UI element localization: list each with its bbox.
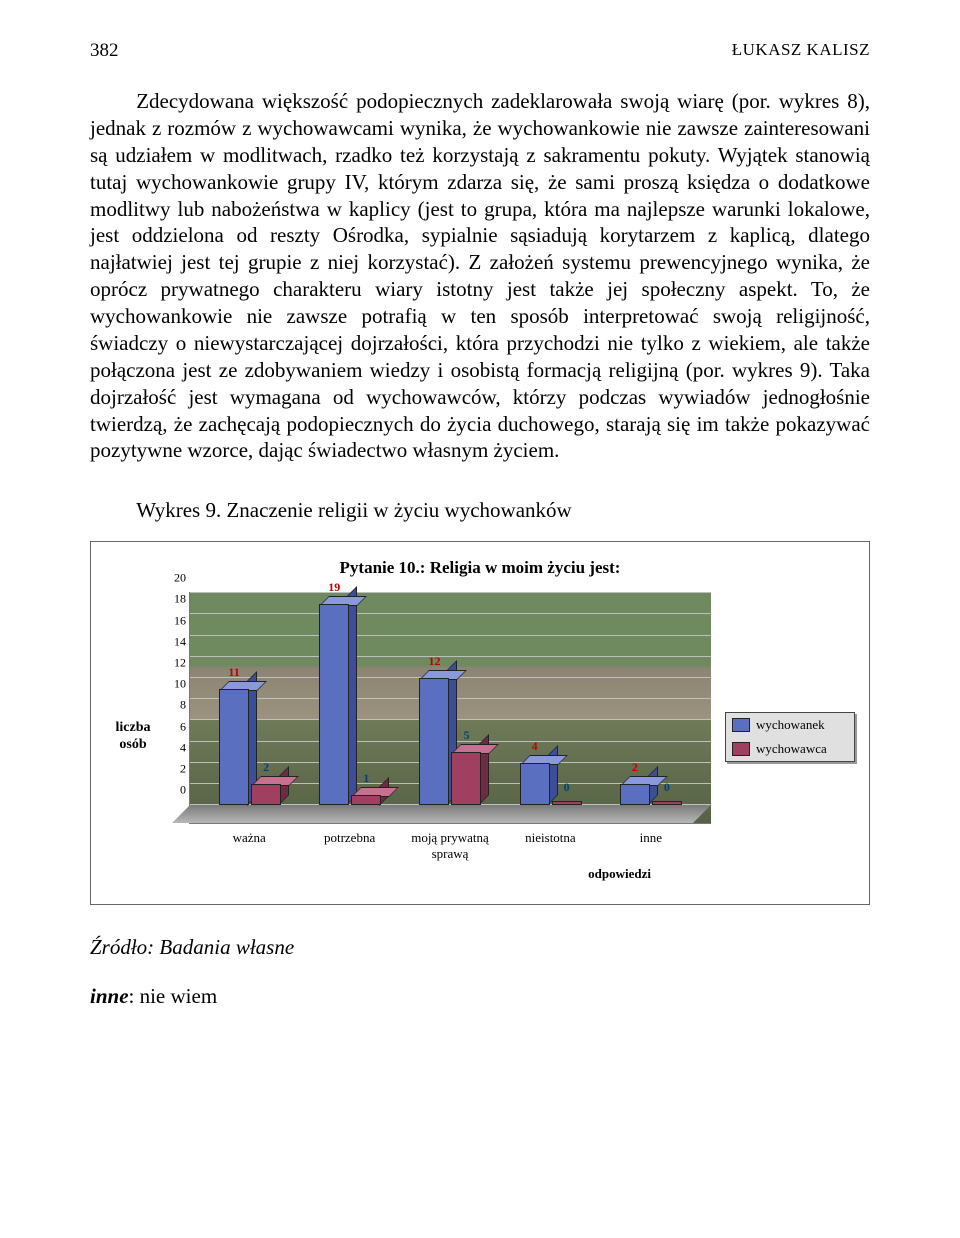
bar-group: 112 [219,689,281,806]
legend-label: wychowanek [756,717,825,733]
inne-note: inne: nie wiem [90,984,870,1009]
y-tick-label: 20 [174,571,186,586]
bar-value-label: 19 [328,580,340,595]
running-head: ŁUKASZ KALISZ [732,40,870,62]
bar: 0 [552,804,582,805]
y-tick-label: 4 [180,740,186,755]
bar-value-label: 4 [532,739,538,754]
y-tick-label: 0 [180,783,186,798]
plot-area: 02468101214161820 1121911254020 ważnapot… [161,592,711,882]
bar: 5 [451,752,481,805]
legend: wychowanek wychowawca [725,712,855,762]
bar: 0 [652,804,682,805]
y-axis-label: liczba osób [105,720,161,754]
bar-value-label: 0 [564,780,570,795]
bar-group: 20 [620,784,682,805]
bar-value-label: 12 [428,654,440,669]
legend-item: wychowanek [726,713,854,737]
legend-swatch [732,718,750,732]
bar-value-label: 5 [463,728,469,743]
x-tick-label: nieistotna [500,830,600,862]
y-tick-label: 6 [180,719,186,734]
x-tick-label: moją prywatną sprawą [400,830,500,862]
y-tick-label: 2 [180,762,186,777]
legend-label: wychowawca [756,741,827,757]
bar-group: 191 [319,604,381,805]
bar: 19 [319,604,349,805]
figure-caption: Wykres 9. Znaczenie religii w życiu wych… [90,498,870,523]
y-tick-label: 18 [174,592,186,607]
source-line: Źródło: Badania własne [90,935,870,960]
bar-value-label: 1 [363,771,369,786]
page-number: 382 [90,40,119,62]
bar-value-label: 11 [228,665,239,680]
y-tick-label: 14 [174,634,186,649]
chart-frame: Pytanie 10.: Religia w moim życiu jest: … [90,541,870,905]
bar: 12 [419,678,449,805]
legend-item: wychowawca [726,737,854,761]
legend-swatch [732,742,750,756]
bar-value-label: 2 [632,760,638,775]
chart-title: Pytanie 10.: Religia w moim życiu jest: [105,558,855,578]
bar: 2 [251,784,281,805]
y-tick-label: 10 [174,677,186,692]
x-axis-title: odpowiedzi [161,866,651,882]
bar-group: 40 [520,763,582,805]
body-paragraph: Zdecydowana większość podopiecznych zade… [90,88,870,464]
x-tick-label: potrzebna [299,830,399,862]
bar: 2 [620,784,650,805]
y-tick-label: 16 [174,613,186,628]
y-tick-label: 8 [180,698,186,713]
bar: 1 [351,795,381,806]
bar: 11 [219,689,249,806]
x-tick-label: ważna [199,830,299,862]
bar-value-label: 0 [664,780,670,795]
bar-group: 125 [419,678,481,805]
x-tick-label: inne [601,830,701,862]
y-tick-label: 12 [174,656,186,671]
bar-value-label: 2 [263,760,269,775]
bar: 4 [520,763,550,805]
